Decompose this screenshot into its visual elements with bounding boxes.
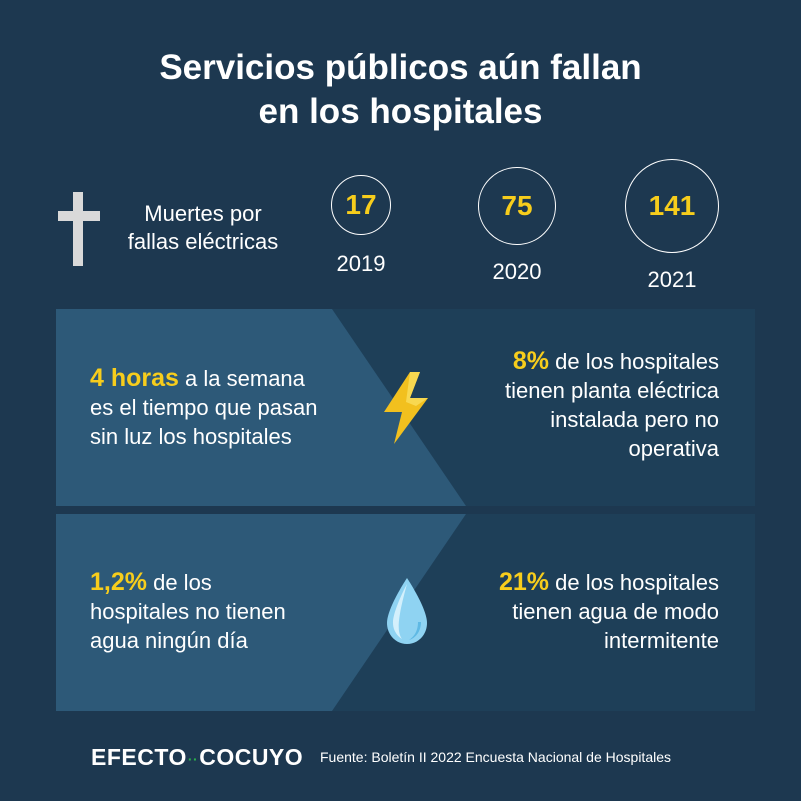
stat-2021: 141 2021 — [622, 159, 722, 293]
electricity-right-highlight: 8% — [512, 347, 549, 375]
title-line-1: Servicios públicos aún fallan — [159, 48, 642, 87]
stat-2019: 17 2019 — [311, 167, 411, 277]
stat-2020: 75 2020 — [467, 167, 567, 285]
lightning-icon — [384, 372, 428, 444]
stat-value-circle: 17 — [331, 175, 391, 235]
stat-year: 2019 — [336, 251, 386, 276]
title-line-2: en los hospitales — [258, 92, 543, 131]
water-left-highlight: 1,2% — [90, 568, 147, 596]
stat-value-circle: 141 — [625, 159, 719, 253]
electricity-panel-background — [56, 309, 755, 506]
water-left-text: 1,2% de los hospitales no tienen agua ni… — [90, 568, 286, 653]
electricity-panel — [56, 309, 755, 506]
logo-dots: ·· — [187, 750, 199, 767]
water-right-highlight: 21% — [498, 568, 549, 596]
electricity-left-highlight: 4 horas — [90, 364, 179, 392]
electricity-left-text: 4 horas a la semana es el tiempo que pas… — [90, 364, 318, 449]
stat-year: 2020 — [492, 259, 542, 284]
stat-year: 2021 — [647, 267, 697, 292]
water-right-text: 21% de los hospitales tienen agua de mod… — [498, 568, 719, 653]
source-text: Fuente: Boletín II 2022 Encuesta Naciona… — [320, 749, 671, 765]
page-title: Servicios públicos aún fallan en los hos… — [0, 46, 801, 134]
cross-icon — [58, 192, 100, 266]
stat-value-circle: 75 — [478, 167, 556, 245]
water-drop-icon — [387, 578, 427, 644]
electricity-right-text: 8% de los hospitales tienen planta eléct… — [504, 347, 719, 461]
footer: EFECTO··COCUYO Fuente: Boletín II 2022 E… — [0, 738, 801, 778]
efecto-cocuyo-logo: EFECTO··COCUYO — [91, 744, 304, 770]
deaths-label: Muertes por fallas eléctricas — [127, 201, 279, 254]
